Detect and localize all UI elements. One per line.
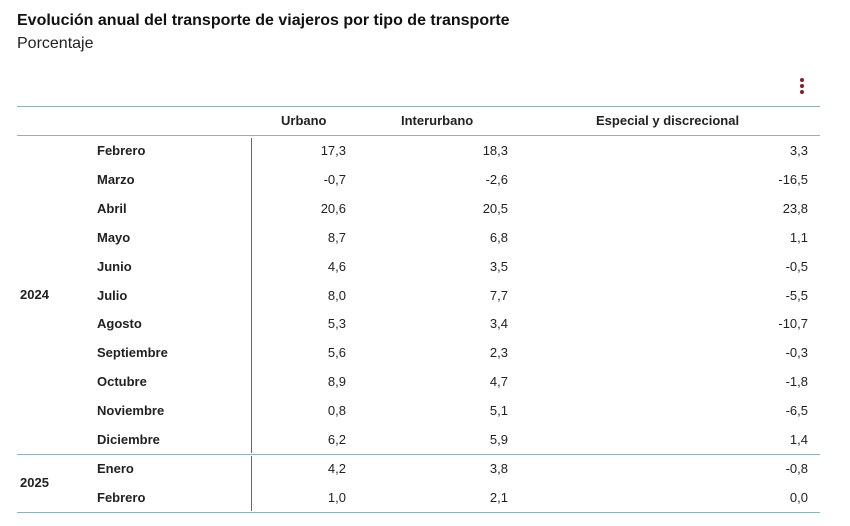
- table-cell-value: 6,8: [489, 229, 508, 245]
- table-cell-value: 20,5: [482, 200, 508, 216]
- row-label-month: Febrero: [97, 489, 146, 505]
- row-label-month: Noviembre: [97, 403, 165, 419]
- vertical-ellipsis-icon[interactable]: [796, 78, 808, 98]
- table-cell-value: -2,6: [485, 171, 508, 187]
- table-cell-value: 0,0: [789, 489, 808, 505]
- table-cell-value: 3,5: [489, 258, 508, 274]
- column-header: Interurbano: [401, 113, 474, 128]
- table-cell-value: 17,3: [320, 143, 346, 158]
- table-cell-value: 4,7: [489, 374, 508, 390]
- table-cell-value: -0,8: [785, 460, 808, 476]
- table-cell-value: 2,1: [489, 489, 508, 505]
- table-cell-value: 18,3: [482, 143, 508, 158]
- row-label-year: 2024: [20, 286, 49, 302]
- chart-subtitle: Porcentaje: [17, 35, 94, 52]
- table-cell-value: 6,2: [327, 432, 346, 447]
- row-label-month: Marzo: [97, 171, 135, 187]
- table-cell-value: 1,4: [789, 432, 808, 447]
- table-cell-value: 7,7: [489, 287, 508, 303]
- table-cell-value: -0,7: [323, 171, 346, 187]
- table-cell-value: 1,1: [789, 229, 808, 245]
- group-divider: [251, 455, 252, 511]
- row-label-month: Junio: [97, 258, 132, 274]
- table-cell-value: 3,8: [489, 460, 508, 476]
- table-cell-value: 8,9: [327, 374, 346, 390]
- table-cell-value: -0,3: [785, 345, 808, 361]
- row-label-month: Mayo: [97, 229, 131, 245]
- table-cell-value: -6,5: [785, 403, 808, 419]
- column-header: Urbano: [281, 113, 327, 128]
- group-rule: [17, 453, 820, 455]
- row-label-month: Diciembre: [97, 432, 160, 447]
- table-cell-value: 5,3: [327, 316, 346, 332]
- table-cell-value: 3,4: [489, 316, 508, 332]
- group-divider: [251, 138, 252, 453]
- column-header: Especial y discrecional: [596, 113, 740, 128]
- row-label-month: Octubre: [97, 374, 147, 390]
- table-cell-value: 20,6: [320, 200, 346, 216]
- row-label-month: Febrero: [97, 143, 146, 158]
- table-cell-value: -5,5: [785, 287, 808, 303]
- chart-title: Evolución anual del transporte de viajer…: [17, 12, 510, 29]
- table-cell-value: 23,8: [782, 200, 808, 216]
- table-cell-value: -16,5: [778, 171, 808, 187]
- table-cell-value: 5,9: [489, 432, 508, 447]
- table-cell-value: 1,0: [327, 489, 346, 505]
- table-cell-value: 4,6: [327, 258, 346, 274]
- table-cell-value: 8,0: [327, 287, 346, 303]
- table-cell-value: -1,8: [785, 374, 808, 390]
- table-cell-value: 5,6: [327, 345, 346, 361]
- row-label-year: 2025: [20, 474, 49, 490]
- table-cell-value: 0,8: [327, 403, 346, 419]
- row-label-month: Agosto: [97, 316, 142, 332]
- table-cell-value: 3,3: [789, 143, 808, 158]
- table-cell-value: -10,7: [778, 316, 808, 332]
- table-cell-value: 4,2: [327, 460, 346, 476]
- header-rule: [17, 135, 820, 136]
- table-cell-value: 8,7: [327, 229, 346, 245]
- row-label-month: Septiembre: [97, 345, 168, 361]
- table-cell-value: -0,5: [785, 258, 808, 274]
- row-label-month: Abril: [97, 200, 127, 216]
- row-label-month: Enero: [97, 460, 134, 476]
- row-label-month: Julio: [97, 287, 128, 303]
- top-rule: [17, 106, 820, 107]
- table-cell-value: 2,3: [489, 345, 508, 361]
- table-cell-value: 5,1: [489, 403, 508, 419]
- bottom-rule: [17, 511, 820, 513]
